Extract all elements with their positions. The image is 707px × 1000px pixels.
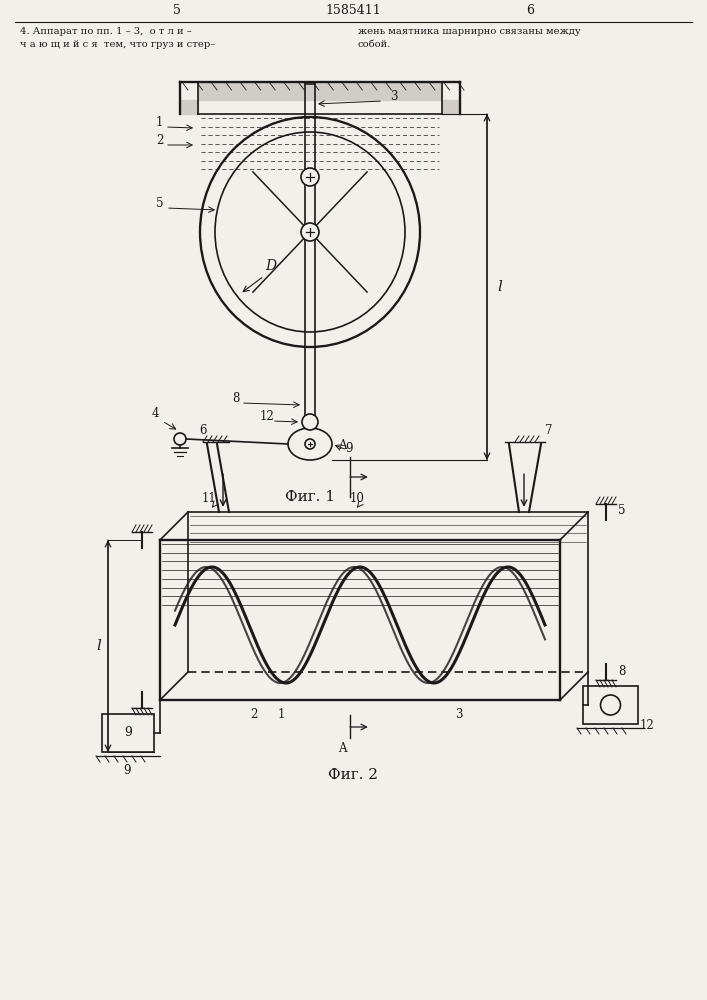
Text: A: A — [338, 742, 346, 755]
Text: 3: 3 — [390, 90, 397, 103]
Text: 6: 6 — [199, 424, 206, 437]
Text: 9: 9 — [123, 764, 131, 777]
Circle shape — [305, 439, 315, 449]
Text: 10: 10 — [350, 492, 365, 505]
Text: 9: 9 — [124, 726, 132, 740]
Polygon shape — [198, 82, 442, 100]
Text: 5: 5 — [173, 3, 181, 16]
Text: A: A — [338, 439, 346, 452]
Text: 1585411: 1585411 — [325, 3, 381, 16]
Text: l: l — [96, 639, 101, 653]
Polygon shape — [442, 100, 460, 114]
Circle shape — [301, 168, 319, 186]
Text: 7: 7 — [545, 424, 552, 437]
Polygon shape — [180, 100, 198, 114]
Text: 5: 5 — [156, 197, 163, 210]
Circle shape — [302, 414, 318, 430]
Text: 2: 2 — [250, 708, 257, 721]
Text: 6: 6 — [526, 3, 534, 16]
Text: 2: 2 — [156, 134, 163, 147]
Text: Фиг. 1: Фиг. 1 — [285, 490, 335, 504]
Text: 12: 12 — [640, 719, 655, 732]
Text: 8: 8 — [232, 392, 240, 405]
Text: 11: 11 — [202, 492, 217, 505]
Text: 8: 8 — [618, 665, 626, 678]
Text: 3: 3 — [455, 708, 462, 721]
Text: 12: 12 — [260, 410, 275, 423]
Circle shape — [174, 433, 186, 445]
Text: 1: 1 — [278, 708, 286, 721]
Bar — [102, 714, 154, 752]
Text: D: D — [265, 259, 276, 273]
Text: 1: 1 — [156, 116, 163, 129]
Text: 9: 9 — [345, 442, 353, 455]
Circle shape — [301, 223, 319, 241]
Text: l: l — [497, 280, 502, 294]
Text: 5: 5 — [618, 504, 626, 517]
Text: Фиг. 2: Фиг. 2 — [328, 768, 378, 782]
Text: 4. Аппарат по пп. 1 – 3,  о т л и –
ч а ю щ и й с я  тем, что груз и стер–: 4. Аппарат по пп. 1 – 3, о т л и – ч а ю… — [20, 27, 215, 49]
Ellipse shape — [288, 428, 332, 460]
Bar — [583, 686, 638, 724]
Text: жень маятника шарнирно связаны между
собой.: жень маятника шарнирно связаны между соб… — [358, 27, 580, 49]
Text: 4: 4 — [152, 407, 160, 420]
